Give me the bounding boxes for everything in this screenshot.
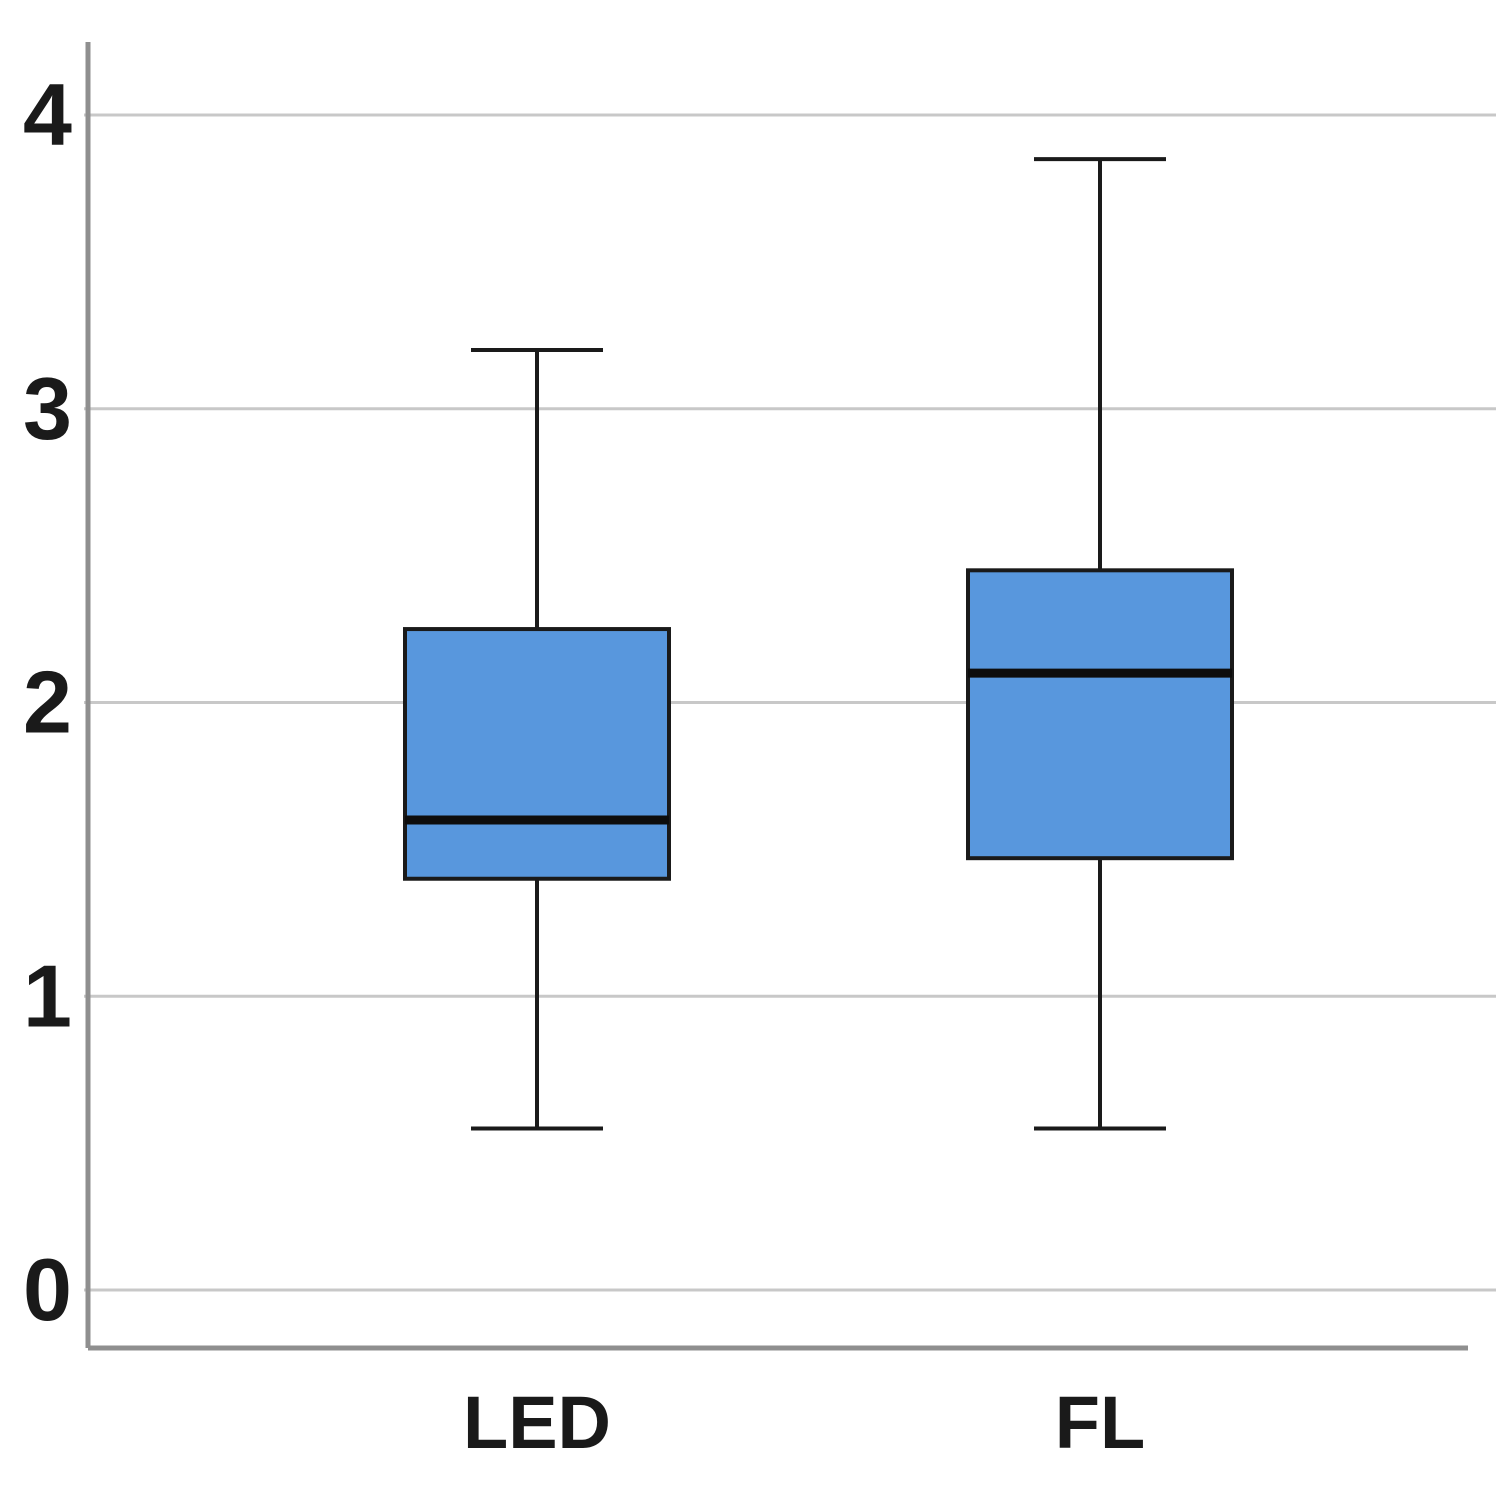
box-LED — [403, 627, 671, 881]
x-tick-label-FL: FL — [1055, 1381, 1145, 1464]
y-tick-label-3: 3 — [23, 359, 72, 458]
y-tick-label-1: 1 — [23, 946, 72, 1045]
y-tick-label-2: 2 — [23, 653, 72, 752]
box-FL — [966, 568, 1234, 861]
y-tick-label-4: 4 — [23, 65, 72, 164]
y-tick-label-0: 0 — [23, 1240, 72, 1339]
x-tick-label-LED: LED — [463, 1381, 611, 1464]
